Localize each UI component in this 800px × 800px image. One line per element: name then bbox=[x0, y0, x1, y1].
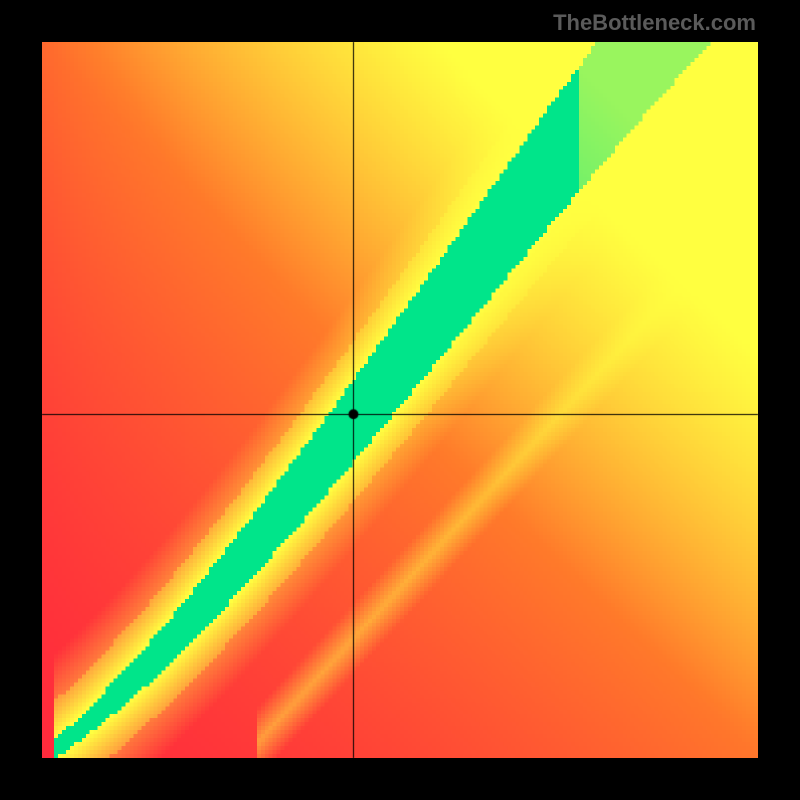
bottleneck-heatmap bbox=[42, 42, 758, 758]
chart-root: TheBottleneck.com bbox=[0, 0, 800, 800]
watermark-text: TheBottleneck.com bbox=[553, 10, 756, 36]
